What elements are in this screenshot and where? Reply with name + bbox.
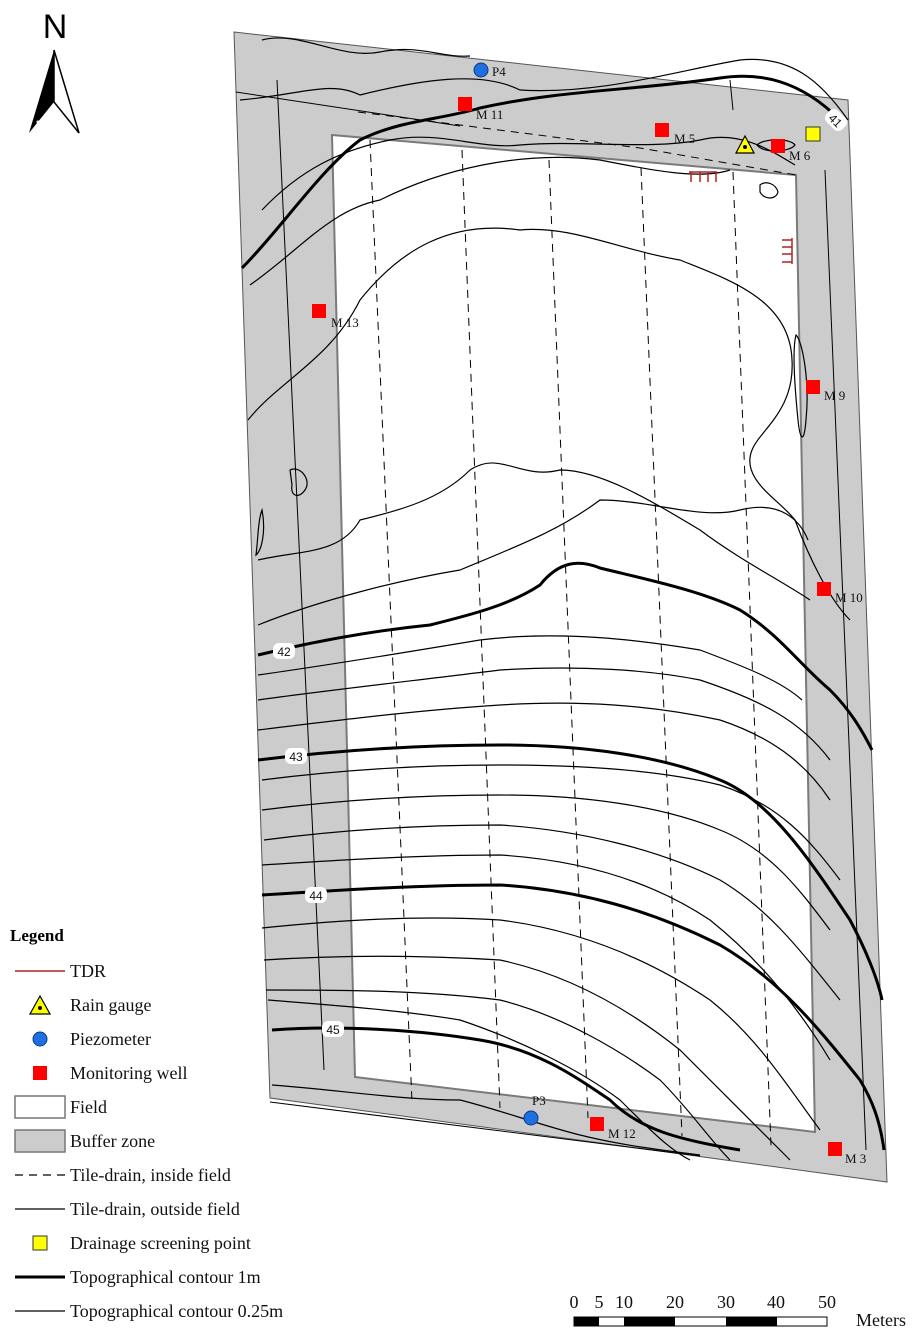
legend-item-monitoring-well: Monitoring well	[10, 1056, 370, 1090]
scale-unit: Meters	[856, 1310, 906, 1330]
legend-item-field: Field	[10, 1090, 370, 1124]
north-label: N	[43, 8, 68, 46]
legend-item-rain-gauge: Rain gauge	[10, 988, 370, 1022]
scale-bar	[573, 1316, 828, 1327]
legend-item-tdr: TDR	[10, 954, 370, 988]
contour-label-44: 44	[309, 889, 323, 903]
label-m5: M 5	[674, 131, 695, 146]
tile-drains-inside	[357, 111, 797, 1147]
legend-label-monitoring-well: Monitoring well	[70, 1062, 188, 1083]
label-m12: M 12	[608, 1126, 636, 1141]
legend-label-piezometer: Piezometer	[70, 1028, 151, 1049]
contour-label-43: 43	[289, 750, 303, 764]
thin-line-icon	[10, 1299, 70, 1323]
legend-title: Legend	[10, 926, 64, 945]
rain-gauge-marker	[735, 134, 755, 154]
scale-tick-30: 30	[717, 1292, 735, 1312]
contour-label-45: 45	[326, 1023, 340, 1037]
piezometer-p3	[523, 1110, 539, 1126]
rain-gauge-icon	[10, 993, 70, 1017]
scale-tick-20: 20	[666, 1292, 684, 1312]
legend-item-drain-outside: Tile-drain, outside field	[10, 1192, 370, 1226]
label-m9: M 9	[824, 388, 845, 403]
screening-point-icon	[10, 1231, 70, 1255]
monitoring-well-icon	[10, 1061, 70, 1085]
legend-label-screening: Drainage screening point	[70, 1232, 251, 1253]
label-m11: M 11	[476, 107, 503, 122]
scale-labels: 0 5 10 20 30 40 50 Meters	[570, 1292, 906, 1330]
thick-line-icon	[10, 1265, 70, 1289]
drainage-screening-point	[805, 126, 821, 142]
contours-1m	[240, 74, 886, 1152]
legend-item-drain-inside: Tile-drain, inside field	[10, 1158, 370, 1192]
legend-item-piezometer: Piezometer	[10, 1022, 370, 1056]
contour-label-42: 42	[277, 645, 291, 659]
north-arrow: N	[29, 8, 80, 134]
scale-tick-0: 0	[570, 1292, 579, 1312]
piezometer-p4	[473, 62, 489, 78]
field-swatch-icon	[10, 1095, 70, 1119]
legend-label-field: Field	[70, 1096, 108, 1117]
legend-item-contour-025m: Topographical contour 0.25m	[10, 1294, 370, 1328]
legend-label-tdr: TDR	[70, 960, 106, 981]
tdr-sensors	[689, 171, 793, 264]
contour-labels: 41 42 43 44 45	[273, 109, 847, 1037]
buffer-swatch-icon	[10, 1129, 70, 1153]
legend-label-drain-inside: Tile-drain, inside field	[70, 1164, 231, 1185]
legend-item-buffer: Buffer zone	[10, 1124, 370, 1158]
field-area	[330, 133, 817, 1134]
label-m3: M 3	[845, 1151, 866, 1166]
tdr-line-icon	[10, 959, 70, 983]
dashed-line-icon	[10, 1163, 70, 1187]
label-p4: P4	[492, 64, 506, 79]
legend-item-screening: Drainage screening point	[10, 1226, 370, 1260]
legend-item-contour-1m: Topographical contour 1m	[10, 1260, 370, 1294]
piezometer-icon	[10, 1027, 70, 1051]
label-m10: M 10	[835, 590, 863, 605]
scale-tick-5: 5	[595, 1292, 604, 1312]
label-m13: M 13	[331, 315, 359, 330]
scale-tick-40: 40	[767, 1292, 785, 1312]
legend-label-drain-outside: Tile-drain, outside field	[70, 1198, 240, 1219]
solid-line-icon	[10, 1197, 70, 1221]
legend: Legend TDR Rain gauge Piezometer Monitor…	[10, 926, 370, 1328]
label-p3: P3	[532, 1093, 546, 1108]
legend-label-buffer: Buffer zone	[70, 1130, 156, 1151]
scale-tick-10: 10	[615, 1292, 633, 1312]
label-m6: M 6	[789, 148, 811, 163]
monitoring-wells	[312, 97, 842, 1156]
legend-label-rain-gauge: Rain gauge	[70, 994, 152, 1015]
legend-label-contour-1m: Topographical contour 1m	[70, 1266, 261, 1287]
scale-tick-50: 50	[818, 1292, 836, 1312]
legend-label-contour-025m: Topographical contour 0.25m	[70, 1300, 284, 1321]
